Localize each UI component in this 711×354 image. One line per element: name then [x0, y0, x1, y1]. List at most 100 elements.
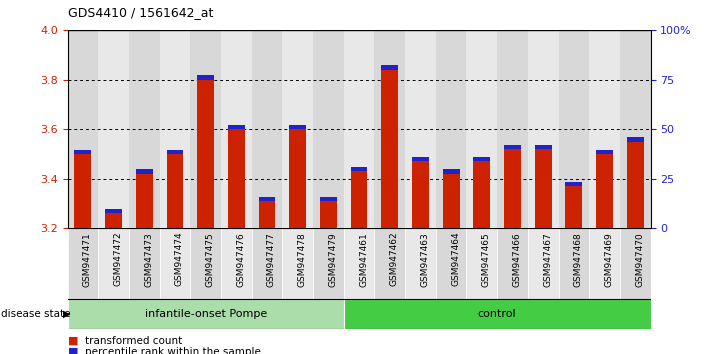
- Bar: [535, 144, 552, 149]
- Bar: [282, 30, 313, 228]
- Bar: [105, 213, 122, 228]
- Text: GSM947470: GSM947470: [635, 232, 644, 287]
- Text: GSM947476: GSM947476: [236, 232, 245, 287]
- Bar: [191, 30, 221, 228]
- Text: GSM947461: GSM947461: [359, 232, 368, 287]
- Text: transformed count: transformed count: [85, 336, 183, 346]
- Bar: [474, 157, 491, 161]
- Bar: [68, 228, 98, 299]
- Bar: [565, 182, 582, 186]
- Bar: [627, 142, 643, 228]
- Text: percentile rank within the sample: percentile rank within the sample: [85, 347, 261, 354]
- Bar: [197, 80, 214, 228]
- Bar: [313, 30, 343, 228]
- Bar: [259, 196, 275, 201]
- Text: GSM947475: GSM947475: [205, 232, 215, 287]
- Bar: [228, 125, 245, 129]
- Bar: [197, 75, 214, 80]
- Bar: [166, 149, 183, 154]
- Bar: [559, 30, 589, 228]
- Bar: [313, 228, 343, 299]
- Bar: [351, 167, 368, 171]
- Bar: [528, 30, 559, 228]
- Bar: [466, 30, 497, 228]
- Bar: [282, 228, 313, 299]
- Bar: [343, 299, 651, 329]
- Bar: [466, 228, 497, 299]
- Bar: [497, 30, 528, 228]
- Text: GSM947477: GSM947477: [267, 232, 276, 287]
- Bar: [136, 174, 153, 228]
- Bar: [191, 228, 221, 299]
- Bar: [381, 70, 398, 228]
- Bar: [68, 299, 343, 329]
- Bar: [228, 129, 245, 228]
- Text: GSM947474: GSM947474: [175, 232, 184, 286]
- Text: GSM947462: GSM947462: [390, 232, 399, 286]
- Text: GSM947473: GSM947473: [144, 232, 154, 287]
- Text: GSM947463: GSM947463: [420, 232, 429, 287]
- Bar: [166, 154, 183, 228]
- Bar: [596, 149, 613, 154]
- Bar: [289, 129, 306, 228]
- Bar: [68, 30, 98, 228]
- Bar: [98, 30, 129, 228]
- Bar: [497, 228, 528, 299]
- Bar: [375, 228, 405, 299]
- Text: ▶: ▶: [63, 309, 70, 319]
- Bar: [565, 186, 582, 228]
- Bar: [159, 228, 191, 299]
- Bar: [343, 228, 375, 299]
- Text: GSM947472: GSM947472: [114, 232, 122, 286]
- Bar: [443, 169, 459, 174]
- Bar: [105, 209, 122, 213]
- Bar: [589, 30, 620, 228]
- Text: ■: ■: [68, 336, 78, 346]
- Bar: [627, 137, 643, 142]
- Bar: [535, 149, 552, 228]
- Text: infantile-onset Pompe: infantile-onset Pompe: [144, 309, 267, 319]
- Text: GSM947471: GSM947471: [83, 232, 92, 287]
- Bar: [129, 30, 159, 228]
- Bar: [351, 171, 368, 228]
- Bar: [596, 154, 613, 228]
- Text: GSM947465: GSM947465: [482, 232, 491, 287]
- Bar: [620, 30, 651, 228]
- Bar: [343, 30, 375, 228]
- Bar: [405, 228, 436, 299]
- Bar: [252, 228, 282, 299]
- Bar: [98, 228, 129, 299]
- Text: disease state: disease state: [1, 309, 70, 319]
- Bar: [589, 228, 620, 299]
- Text: GSM947469: GSM947469: [604, 232, 614, 287]
- Bar: [129, 228, 159, 299]
- Text: GSM947467: GSM947467: [543, 232, 552, 287]
- Bar: [412, 161, 429, 228]
- Bar: [436, 30, 466, 228]
- Bar: [504, 149, 521, 228]
- Bar: [159, 30, 191, 228]
- Bar: [259, 201, 275, 228]
- Bar: [75, 149, 91, 154]
- Bar: [412, 157, 429, 161]
- Bar: [436, 228, 466, 299]
- Bar: [405, 30, 436, 228]
- Bar: [559, 228, 589, 299]
- Bar: [252, 30, 282, 228]
- Bar: [320, 196, 337, 201]
- Text: GSM947466: GSM947466: [513, 232, 521, 287]
- Bar: [528, 228, 559, 299]
- Bar: [620, 228, 651, 299]
- Text: GSM947479: GSM947479: [328, 232, 338, 287]
- Text: GDS4410 / 1561642_at: GDS4410 / 1561642_at: [68, 6, 213, 19]
- Bar: [381, 65, 398, 70]
- Bar: [136, 169, 153, 174]
- Bar: [474, 161, 491, 228]
- Bar: [289, 125, 306, 129]
- Bar: [504, 144, 521, 149]
- Bar: [320, 201, 337, 228]
- Bar: [443, 174, 459, 228]
- Bar: [221, 228, 252, 299]
- Text: GSM947478: GSM947478: [298, 232, 306, 287]
- Text: control: control: [478, 309, 516, 319]
